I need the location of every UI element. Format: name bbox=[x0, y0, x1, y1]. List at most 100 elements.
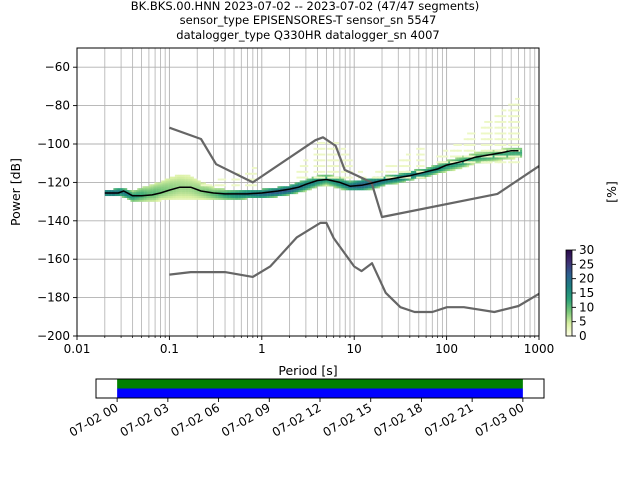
density-cell bbox=[123, 195, 126, 198]
density-cell bbox=[197, 186, 200, 189]
density-cell bbox=[279, 186, 282, 189]
density-cell bbox=[388, 174, 391, 177]
density-cell bbox=[455, 159, 458, 162]
density-cell bbox=[164, 197, 167, 200]
density-cell bbox=[448, 159, 451, 162]
density-cell bbox=[301, 186, 304, 189]
density-cell-sparse bbox=[388, 176, 394, 179]
density-cell bbox=[277, 193, 280, 197]
density-cell bbox=[123, 193, 126, 197]
density-cell bbox=[238, 197, 241, 200]
density-cell bbox=[376, 186, 379, 189]
density-cell bbox=[139, 199, 141, 202]
density-cell-sparse bbox=[316, 147, 322, 150]
density-cell-sparse bbox=[419, 176, 425, 179]
density-cell-sparse bbox=[470, 161, 476, 164]
density-cell bbox=[400, 172, 403, 175]
high-noise-model-line bbox=[169, 126, 540, 219]
density-cell bbox=[359, 180, 362, 183]
density-cell bbox=[198, 180, 201, 183]
density-cell-sparse bbox=[494, 144, 500, 146]
density-cell bbox=[407, 178, 410, 181]
density-cell bbox=[393, 178, 396, 181]
density-cell bbox=[397, 178, 400, 181]
density-cell bbox=[169, 190, 172, 193]
density-cell bbox=[306, 178, 309, 181]
density-cell-sparse bbox=[299, 165, 305, 168]
density-cell bbox=[458, 157, 461, 160]
density-cell bbox=[188, 182, 191, 185]
density-cell bbox=[186, 188, 189, 191]
density-cell bbox=[330, 180, 333, 183]
density-cell bbox=[205, 193, 208, 197]
density-cell bbox=[205, 195, 208, 198]
density-cell bbox=[462, 157, 464, 160]
density-cell bbox=[226, 192, 229, 195]
density-cell-sparse bbox=[494, 155, 500, 158]
density-cell bbox=[501, 153, 504, 156]
density-cell bbox=[313, 186, 316, 189]
density-cell bbox=[238, 195, 241, 198]
density-cell bbox=[304, 180, 307, 183]
density-cell bbox=[205, 190, 208, 193]
density-cell bbox=[217, 195, 220, 198]
density-cell bbox=[516, 151, 519, 154]
density-cell bbox=[429, 167, 432, 170]
density-cell bbox=[142, 197, 145, 200]
density-cell bbox=[241, 192, 244, 195]
density-cell bbox=[168, 184, 170, 187]
density-cell bbox=[164, 186, 167, 189]
density-cell-sparse bbox=[487, 138, 493, 141]
density-cell bbox=[486, 157, 488, 160]
density-cell bbox=[333, 182, 336, 185]
density-cell bbox=[209, 190, 211, 193]
density-cell-sparse bbox=[453, 149, 459, 152]
density-cell bbox=[451, 165, 454, 168]
density-cell-sparse bbox=[405, 170, 411, 173]
density-cell bbox=[227, 195, 230, 198]
density-cell bbox=[366, 188, 369, 191]
density-cell bbox=[176, 174, 179, 177]
density-cell bbox=[292, 186, 295, 189]
density-cell bbox=[171, 190, 174, 193]
density-cell bbox=[491, 157, 494, 160]
density-cell bbox=[280, 193, 283, 197]
density-cell bbox=[335, 182, 338, 185]
density-cell bbox=[431, 172, 434, 175]
density-cell-sparse bbox=[419, 147, 425, 150]
density-cell bbox=[380, 182, 382, 185]
density-cell bbox=[462, 161, 464, 164]
density-cell bbox=[212, 186, 215, 189]
density-cell bbox=[479, 151, 482, 154]
density-cell bbox=[145, 188, 148, 191]
density-cell bbox=[472, 163, 475, 166]
density-cell bbox=[465, 163, 468, 166]
density-cell bbox=[256, 195, 259, 198]
density-cell bbox=[149, 190, 152, 193]
density-cell bbox=[168, 180, 170, 183]
density-cell-sparse bbox=[405, 159, 411, 162]
density-cell-sparse bbox=[334, 142, 340, 144]
density-cell bbox=[267, 193, 270, 197]
density-cell bbox=[429, 172, 432, 175]
density-cell-sparse bbox=[501, 126, 507, 129]
density-cell bbox=[422, 172, 425, 175]
density-cell bbox=[492, 155, 495, 158]
density-cell-sparse bbox=[296, 176, 302, 179]
density-cell bbox=[339, 178, 341, 181]
density-cell bbox=[429, 174, 432, 177]
density-cell bbox=[185, 174, 188, 177]
density-cell bbox=[499, 157, 502, 160]
density-cell bbox=[451, 168, 454, 172]
density-cell bbox=[306, 180, 309, 183]
density-cell-sparse bbox=[487, 126, 493, 129]
density-cell bbox=[479, 161, 482, 164]
density-cell bbox=[164, 178, 167, 181]
density-cell bbox=[171, 176, 174, 179]
density-cell bbox=[191, 192, 194, 195]
y-tick-label: −200 bbox=[37, 329, 70, 343]
density-cell bbox=[272, 195, 275, 198]
density-cell bbox=[378, 186, 381, 189]
density-cell bbox=[403, 178, 406, 181]
density-cell-sparse bbox=[405, 176, 411, 179]
